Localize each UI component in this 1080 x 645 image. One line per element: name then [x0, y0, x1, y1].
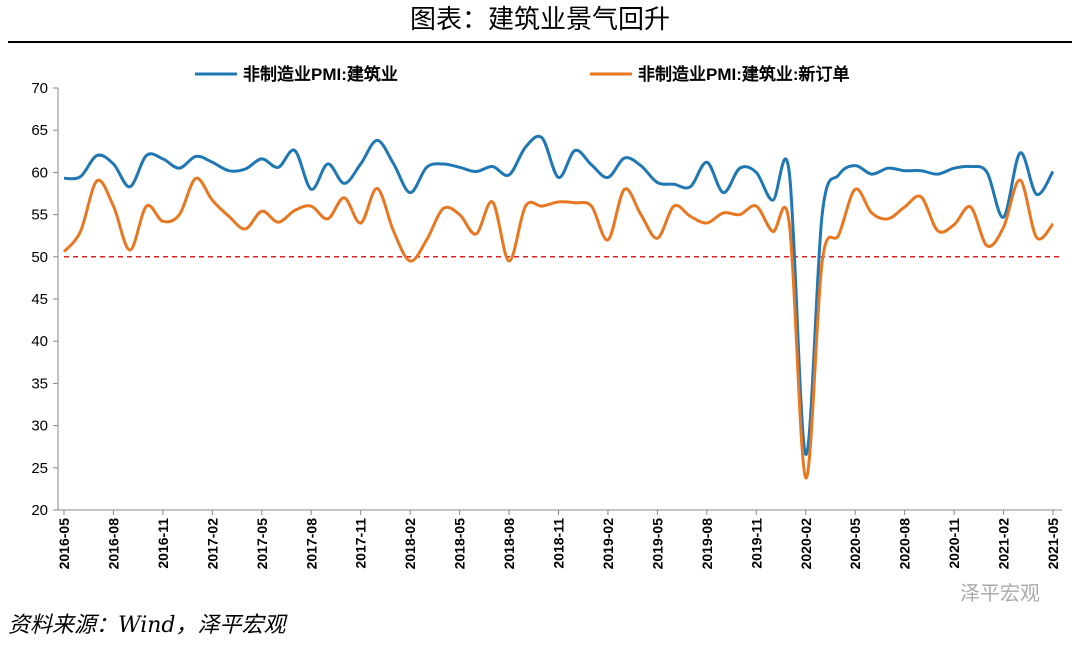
x-tick-label: 2019-11 [748, 518, 764, 569]
watermark: 泽平宏观 [960, 582, 1040, 605]
y-tick-label: 70 [31, 80, 48, 97]
x-tick-label: 2016-11 [155, 518, 171, 569]
x-tick-label: 2017-08 [303, 518, 319, 570]
y-tick-label: 25 [31, 460, 48, 477]
x-tick-label: 2017-02 [204, 518, 220, 570]
legend-label: 非制造业PMI:建筑业:新订单 [638, 64, 850, 84]
y-tick-label: 50 [31, 249, 48, 266]
x-tick-label: 2016-05 [56, 518, 72, 570]
source: 资料来源：Wind，泽平宏观 [8, 613, 289, 638]
x-tick-label: 2018-11 [551, 518, 567, 569]
y-tick-label: 30 [31, 418, 48, 435]
x-tick-label: 2017-11 [353, 518, 369, 569]
y-tick-label: 40 [31, 333, 48, 350]
x-tick-label: 2016-08 [105, 518, 121, 570]
x-tick-label: 2018-08 [501, 518, 517, 570]
y-tick-label: 60 [31, 164, 48, 181]
x-tick-label: 2017-05 [254, 518, 270, 570]
chart-title: 图表：建筑业景气回升 [410, 5, 670, 35]
y-tick-label: 20 [31, 502, 48, 519]
x-tick-label: 2020-05 [847, 518, 863, 570]
legend-label: 非制造业PMI:建筑业 [243, 64, 398, 84]
y-tick-label: 45 [31, 291, 48, 308]
series-line [63, 134, 1055, 456]
x-tick-label: 2021-05 [1045, 518, 1061, 570]
x-tick-label: 2019-05 [649, 518, 665, 570]
y-tick-label: 35 [31, 375, 48, 392]
x-tick-label: 2020-08 [897, 518, 913, 570]
x-tick-label: 2019-08 [699, 518, 715, 570]
x-tick-label: 2018-05 [452, 518, 468, 570]
x-tick-label: 2020-11 [946, 518, 962, 569]
x-tick-label: 2018-02 [402, 518, 418, 570]
y-tick-label: 65 [31, 122, 48, 139]
x-tick-label: 2020-02 [798, 518, 814, 570]
series-line [62, 176, 1055, 480]
y-tick-label: 55 [31, 207, 48, 224]
x-tick-label: 2021-02 [996, 518, 1012, 570]
x-tick-label: 2019-02 [600, 518, 616, 570]
